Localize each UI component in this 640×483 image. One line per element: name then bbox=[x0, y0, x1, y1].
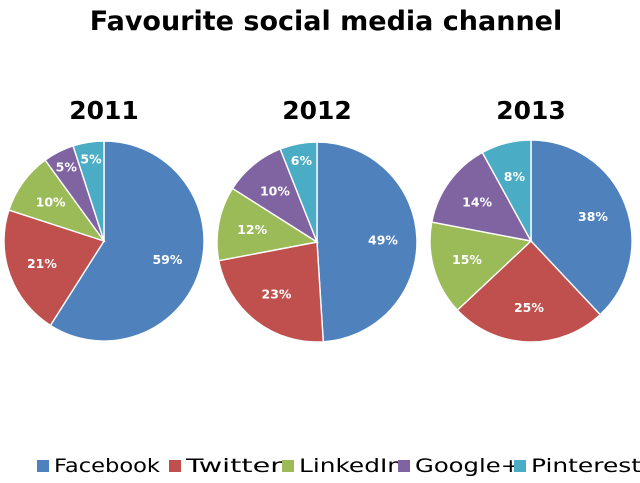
slice-label: 10% bbox=[260, 184, 290, 199]
legend-label: Google+ bbox=[415, 455, 521, 477]
slice-label: 23% bbox=[262, 287, 292, 302]
legend-label: Twitter bbox=[184, 455, 282, 477]
slice-twitter bbox=[217, 241, 325, 343]
legend-label: Facebook bbox=[54, 455, 160, 477]
chart-title: Favourite social media channel bbox=[90, 6, 563, 37]
slice-twitter bbox=[456, 240, 602, 343]
legend-item-linkedin: LinkedIn bbox=[282, 455, 403, 477]
slice-pinterest bbox=[481, 139, 532, 242]
legend-item-pinterest: Pinterest bbox=[514, 455, 640, 477]
pie-charts: 2011 59% 21% 10% 5%5% 2012 49% 23% 12% 10% 6% 2013 3… bbox=[3, 96, 633, 343]
slice-label: 21% bbox=[27, 256, 57, 271]
slice-label: 12% bbox=[237, 222, 267, 237]
slice-label: 5% bbox=[56, 160, 78, 175]
slice-label: 8% bbox=[504, 169, 526, 184]
pie-title: 2013 bbox=[496, 96, 566, 125]
slice-label: 59% bbox=[152, 252, 182, 267]
legend-swatch bbox=[169, 460, 181, 472]
slice-label: 25% bbox=[514, 300, 544, 315]
pie-title: 2011 bbox=[69, 96, 139, 125]
pie-2011: 2011 59% 21% 10% 5%5% bbox=[3, 96, 205, 342]
slice-label: 5% bbox=[80, 152, 102, 167]
legend-item-twitter: Twitter bbox=[169, 455, 282, 477]
pie-title: 2012 bbox=[282, 96, 352, 125]
slice-twitter bbox=[3, 209, 106, 327]
slice-label: 49% bbox=[368, 232, 398, 247]
legend-label: Pinterest bbox=[531, 455, 640, 477]
slice-label: 38% bbox=[578, 209, 608, 224]
slice-facebook bbox=[530, 139, 633, 316]
pie-2012: 2012 49% 23% 12% 10% 6% bbox=[216, 96, 418, 343]
slice-facebook bbox=[49, 140, 205, 342]
legend-label: LinkedIn bbox=[299, 455, 403, 477]
slice-pinterest bbox=[279, 141, 318, 243]
legend-swatch bbox=[282, 460, 294, 472]
slice-pinterest bbox=[72, 140, 105, 242]
legend-item-google: Google+ bbox=[398, 455, 521, 477]
slice-label: 15% bbox=[452, 252, 482, 267]
slice-label: 10% bbox=[36, 195, 66, 210]
slice-linkedin bbox=[216, 187, 319, 262]
legend-swatch bbox=[514, 460, 526, 472]
pie-2013: 2013 38% 25% 15% 14% 8% bbox=[429, 96, 633, 343]
slice-facebook bbox=[316, 141, 418, 343]
slice-linkedin bbox=[429, 221, 533, 312]
slice-label: 14% bbox=[462, 194, 492, 209]
legend-swatch bbox=[37, 460, 49, 472]
legend: Facebook Twitter LinkedIn Google+ Pinterest bbox=[37, 455, 640, 477]
legend-swatch bbox=[398, 460, 410, 472]
legend-item-facebook: Facebook bbox=[37, 455, 160, 477]
slice-label: 6% bbox=[291, 153, 313, 168]
slice-google bbox=[430, 151, 533, 242]
